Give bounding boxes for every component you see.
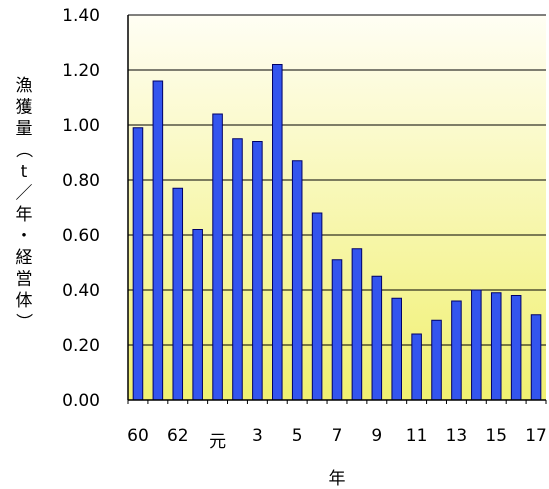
- bar-17: [530, 314, 542, 401]
- bar-14: [471, 289, 482, 401]
- bar-10: [391, 297, 402, 401]
- y-tick-labels: 0.00 0.20 0.40 0.60 0.80 1.00 1.20 1.40: [62, 6, 100, 411]
- y-tick-label: 0.80: [62, 171, 100, 191]
- bar-62: [172, 187, 184, 401]
- bar-60: [132, 127, 144, 401]
- bar-4: [272, 64, 283, 401]
- bar-series: [132, 64, 542, 401]
- x-tick-label: 15: [485, 426, 507, 446]
- y-tick-label: 0.60: [62, 226, 100, 246]
- bar-15: [490, 292, 502, 401]
- bar-8: [351, 248, 363, 401]
- bar-63: [192, 229, 203, 401]
- bar-9: [371, 275, 383, 401]
- y-tick-label: 0.40: [62, 281, 100, 301]
- y-axis-title-char: ／: [16, 184, 33, 204]
- y-axis-title-char: 漁: [16, 76, 33, 96]
- y-axis-title-char: ・: [16, 227, 33, 247]
- x-tick-label: 元: [209, 432, 226, 452]
- axes: [127, 15, 547, 404]
- bar-3: [252, 141, 263, 401]
- bar-5: [291, 160, 303, 401]
- y-axis-title-char: （: [13, 141, 33, 158]
- x-tick-label: 7: [332, 426, 343, 446]
- bar-元: [212, 113, 223, 401]
- y-axis-title-char: 営: [16, 270, 33, 290]
- y-axis-title: 漁獲量 （ t／年・経営体 ）: [13, 76, 33, 330]
- bar-6: [311, 212, 323, 401]
- x-tick-labels: 60 62 元 3 5 7 9 11 13 15 17: [127, 426, 547, 452]
- x-tick-label: 17: [525, 426, 547, 446]
- y-tick-label: 0.20: [62, 336, 100, 356]
- y-axis-title-char: t: [21, 162, 28, 182]
- bar-12: [431, 319, 442, 401]
- x-tick-label: 62: [167, 426, 189, 446]
- y-tick-label: 1.20: [62, 61, 100, 81]
- y-axis-title-char: 獲: [16, 98, 33, 118]
- y-tick-label: 1.00: [62, 116, 100, 136]
- y-axis-title-char: 年: [16, 205, 33, 225]
- x-tick-label: 5: [292, 426, 303, 446]
- bar-2: [232, 138, 243, 401]
- y-tick-label: 0.00: [62, 391, 100, 411]
- bar-7: [331, 259, 343, 401]
- x-axis-title: 年: [329, 469, 346, 489]
- x-tick-label: 11: [406, 426, 428, 446]
- x-tick-label: 13: [446, 426, 468, 446]
- bar-13: [451, 300, 462, 401]
- bar-11: [411, 333, 422, 401]
- y-axis-title-char: 体: [16, 291, 33, 311]
- x-tick-label: 9: [371, 426, 382, 446]
- y-axis-title-char: 経: [16, 248, 33, 268]
- y-axis-title-char: ）: [13, 313, 33, 330]
- x-tick-label: 3: [252, 426, 263, 446]
- y-tick-label: 1.40: [62, 6, 100, 26]
- bar-61: [152, 80, 164, 401]
- bar-16: [510, 295, 522, 401]
- x-tick-label: 60: [127, 426, 149, 446]
- y-axis-title-char: 量: [16, 119, 33, 139]
